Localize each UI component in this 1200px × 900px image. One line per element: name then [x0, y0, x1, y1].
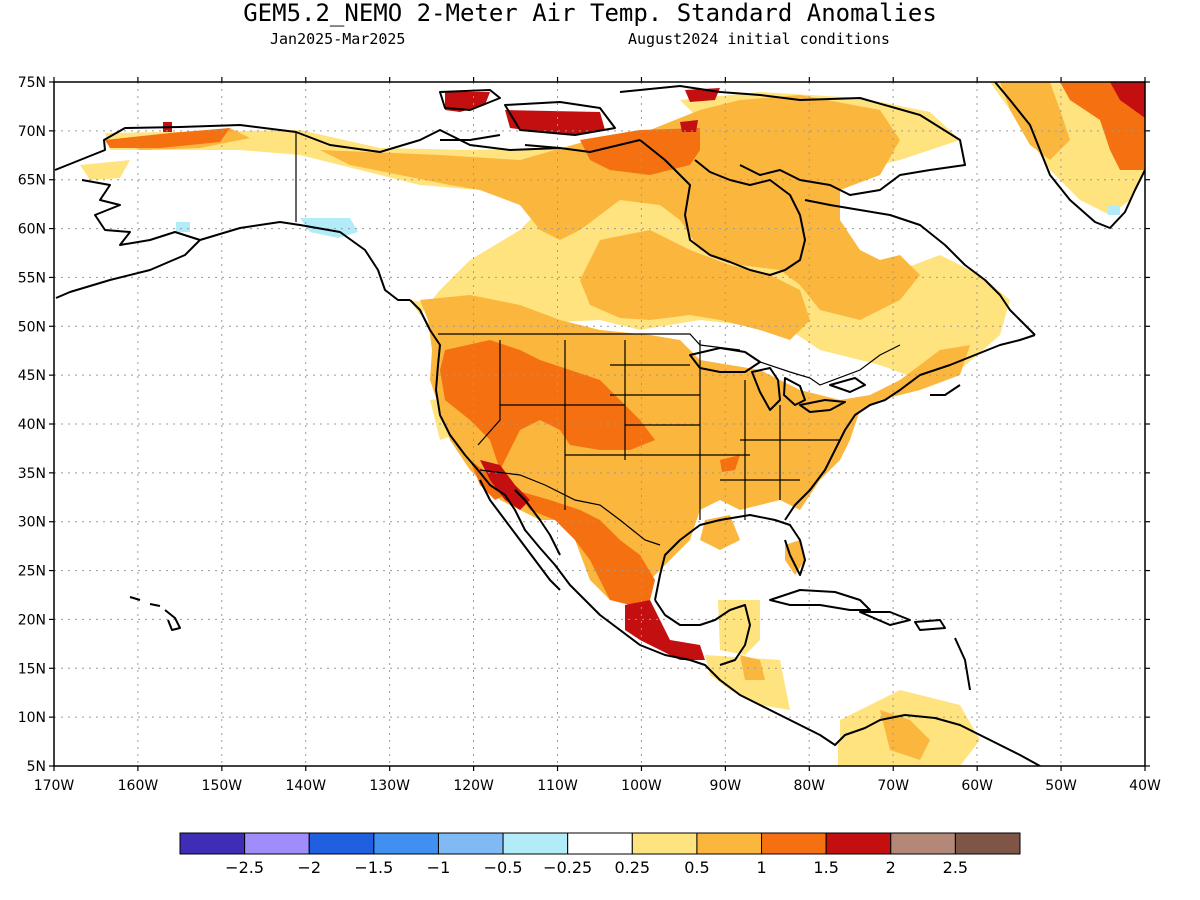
atlantic-coast — [784, 334, 1036, 521]
lon-label: 40W — [1129, 778, 1161, 794]
lat-label: 20N — [18, 612, 46, 628]
map-area — [54, 82, 1145, 766]
valid-period: Jan2025-Mar2025 — [270, 30, 405, 48]
colorbar-label: 0.25 — [614, 858, 650, 877]
lon-label: 60W — [961, 778, 993, 794]
lat-label: 15N — [18, 661, 46, 677]
colorbar-swatch — [179, 832, 246, 855]
lat-label: 10N — [18, 710, 46, 726]
lon-label: 100W — [621, 778, 662, 794]
great-lakes — [689, 347, 866, 413]
baja-coast — [479, 479, 561, 591]
coastlines — [54, 82, 1145, 766]
colorbar-label: −0.5 — [484, 858, 523, 877]
lon-label: 70W — [877, 778, 909, 794]
pacific-coast — [409, 299, 1041, 766]
lat-label: 25N — [18, 564, 46, 580]
colorbar-swatch — [308, 832, 375, 855]
colorbar-swatch — [825, 832, 892, 855]
caribbean-islands — [769, 589, 971, 691]
colorbar-label: 1.5 — [813, 858, 838, 877]
colorbar-swatch — [761, 832, 827, 855]
initial-conditions: August2024 initial conditions — [628, 30, 890, 48]
alaska-coast — [54, 124, 641, 301]
colorbar-label: −0.25 — [543, 858, 592, 877]
lat-label: 65N — [18, 173, 46, 189]
anomaly-shading — [80, 82, 1145, 766]
lon-label: 160W — [118, 778, 159, 794]
colorbar-swatch — [567, 832, 633, 855]
colorbar-swatch — [954, 832, 1021, 855]
colorbar-swatch — [244, 832, 310, 855]
figure-title: GEM5.2_NEMO 2-Meter Air Temp. Standard A… — [243, 0, 937, 27]
lat-label: 35N — [18, 466, 46, 482]
colorbar-label: 1 — [756, 858, 766, 877]
lat-lon-grid — [54, 82, 1145, 766]
lat-label: 75N — [18, 75, 46, 91]
lat-label: 45N — [18, 368, 46, 384]
arctic-islands — [439, 85, 966, 196]
lon-label: 170W — [34, 778, 75, 794]
lon-label: 80W — [793, 778, 825, 794]
lat-label: 50N — [18, 319, 46, 335]
colorbar-swatch — [696, 832, 763, 855]
lat-label: 40N — [18, 417, 46, 433]
colorbar-swatch — [502, 832, 569, 855]
longitude-axis: 170W 160W 150W 140W 130W 120W 110W 100W 90W 80W 70… — [34, 77, 1161, 794]
lon-label: 50W — [1045, 778, 1077, 794]
lon-label: 150W — [202, 778, 243, 794]
colorbar-label: −1 — [427, 858, 451, 877]
colorbar-swatch — [890, 832, 956, 855]
political-borders — [295, 132, 901, 546]
colorbar-label: −2.5 — [225, 858, 264, 877]
hudson-bay-coast — [639, 139, 806, 276]
anomaly-neg-0p25-0p5 — [176, 205, 1120, 238]
colorbar-label: 2 — [886, 858, 896, 877]
lon-label: 140W — [285, 778, 326, 794]
lat-label: 30N — [18, 515, 46, 531]
colorbar-swatch — [437, 832, 504, 855]
lon-label: 90W — [710, 778, 742, 794]
lat-label: 60N — [18, 222, 46, 238]
colorbar-label: −2 — [297, 858, 321, 877]
lon-label: 110W — [537, 778, 578, 794]
lon-label: 130W — [369, 778, 410, 794]
labrador-coast — [804, 199, 1036, 336]
colorbar-swatch — [373, 832, 439, 855]
latitude-axis: 75N 70N 65N 60N 55N 50N 45N 40N 35N 30N 25N 20N 15N 1… — [18, 75, 1150, 775]
colorbar-swatch — [631, 832, 698, 855]
lon-label: 120W — [453, 778, 494, 794]
lat-label: 5N — [27, 759, 46, 775]
lat-label: 70N — [18, 124, 46, 140]
colorbar-label: −1.5 — [354, 858, 393, 877]
colorbar-label: 2.5 — [943, 858, 968, 877]
greenland-coast — [994, 82, 1145, 229]
hawaii-islands — [129, 596, 181, 631]
colorbar: −2.5 −2 −1.5 −1 −0.5 −0.25 0.25 0.5 1 1.5 2 2.5 — [179, 832, 1021, 877]
lat-label: 55N — [18, 270, 46, 286]
gulf-of-mexico-coast — [654, 514, 806, 666]
colorbar-label: 0.5 — [684, 858, 709, 877]
